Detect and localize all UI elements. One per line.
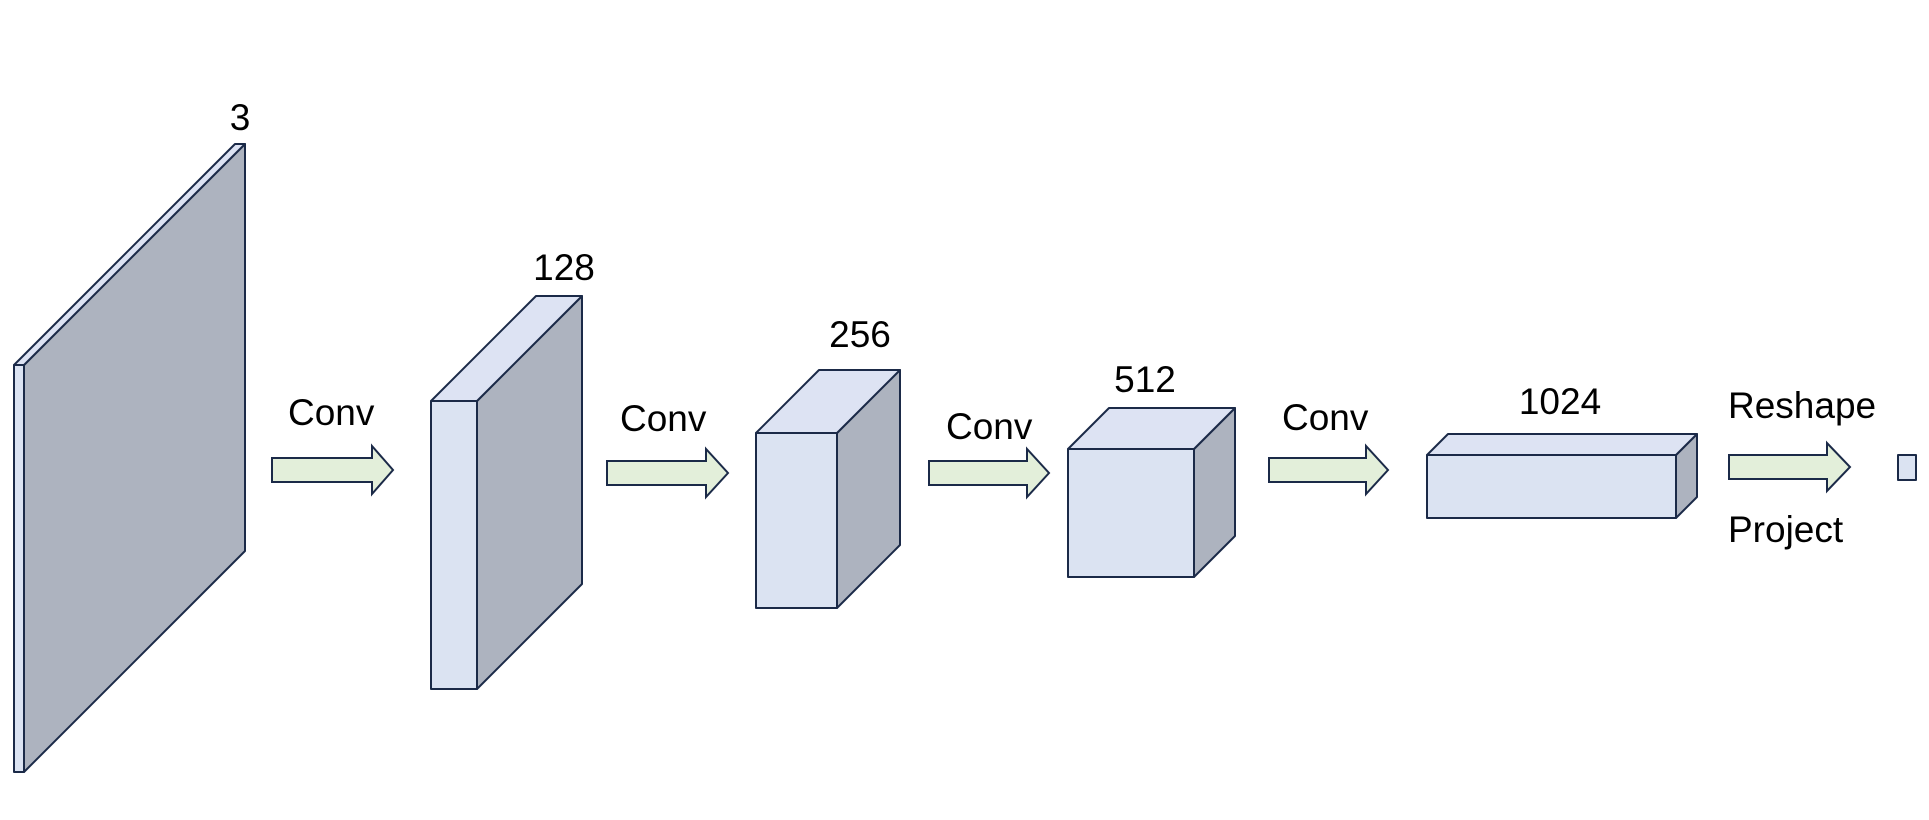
conv-arrow-3 xyxy=(928,446,1051,500)
layer-label-128: 128 xyxy=(533,247,595,288)
layer-block-256-front xyxy=(755,432,838,609)
conv-arrow-4 xyxy=(1268,443,1390,497)
output-latent-block xyxy=(1897,454,1917,481)
layer-block-512-front xyxy=(1067,448,1195,578)
conv-arrow-2 xyxy=(606,446,730,500)
layer-block-1024 xyxy=(1426,433,1698,519)
layer-label-1024: 1024 xyxy=(1519,381,1601,422)
op-label-reshape: Reshape xyxy=(1728,385,1876,426)
layer-block-128 xyxy=(430,295,583,690)
op-label-conv-2: Conv xyxy=(620,398,707,439)
layer-label-512: 512 xyxy=(1114,359,1176,400)
layer-block-256 xyxy=(755,369,901,609)
layer-block-1024-top xyxy=(1426,433,1698,456)
layer-block-3-front xyxy=(13,364,25,773)
layer-label-3: 3 xyxy=(230,97,251,138)
op-label-conv-1: Conv xyxy=(288,392,375,433)
reshape-project-arrow xyxy=(1728,440,1852,494)
layer-block-3 xyxy=(13,143,246,773)
layer-label-256: 256 xyxy=(829,314,891,355)
op-label-conv-3: Conv xyxy=(946,406,1033,447)
layer-block-3-side xyxy=(23,143,246,773)
op-label-project: Project xyxy=(1728,509,1844,550)
conv-arrow-1 xyxy=(271,443,395,497)
layer-block-512 xyxy=(1067,407,1236,578)
layer-block-1024-front xyxy=(1426,454,1677,519)
op-label-conv-4: Conv xyxy=(1282,397,1369,438)
layer-block-128-front xyxy=(430,400,478,690)
